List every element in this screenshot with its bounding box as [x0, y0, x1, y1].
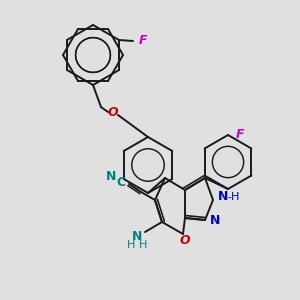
- Text: O: O: [180, 235, 190, 248]
- Text: N: N: [218, 190, 228, 203]
- Text: H: H: [139, 240, 147, 250]
- Text: N: N: [210, 214, 220, 226]
- Text: -H: -H: [227, 192, 239, 202]
- Text: F: F: [236, 128, 244, 142]
- Text: C: C: [116, 176, 126, 188]
- Text: O: O: [108, 106, 118, 118]
- Text: N: N: [106, 169, 116, 182]
- Text: N: N: [132, 230, 142, 242]
- Text: H: H: [127, 240, 135, 250]
- Text: F: F: [139, 34, 148, 47]
